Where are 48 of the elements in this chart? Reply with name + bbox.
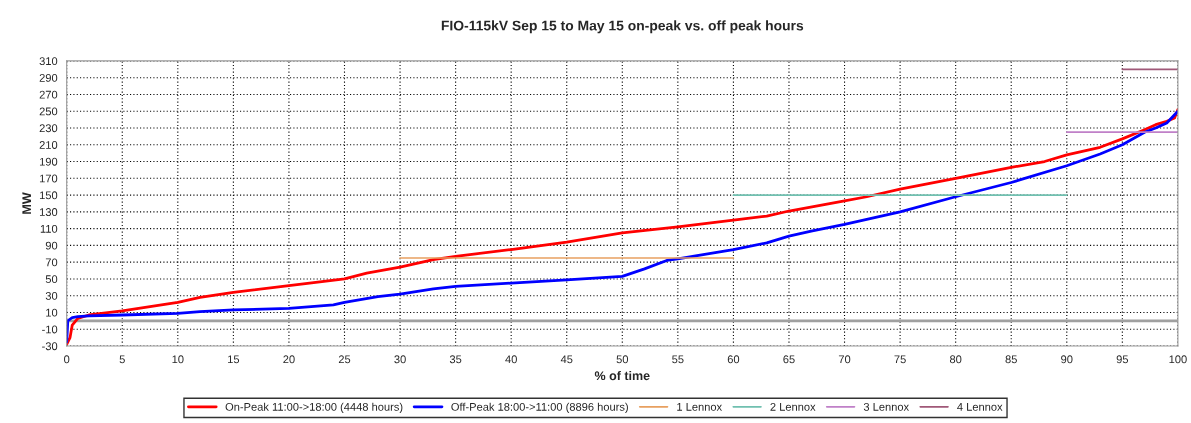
x-tick-label: 90 (1061, 355, 1073, 364)
y-tick-label: 230 (39, 124, 58, 133)
x-tick-label: 30 (394, 355, 406, 364)
x-tick-label: 100 (1169, 355, 1187, 364)
legend-label: Off-Peak 18:00->11:00 (8896 hours) (451, 402, 628, 413)
x-tick-label: 70 (838, 355, 851, 364)
x-tick-label: 65 (783, 355, 795, 364)
y-tick-label: 310 (39, 57, 58, 66)
y-tick-label: 270 (39, 90, 58, 99)
y-tick-label: 50 (45, 275, 58, 284)
x-tick-label: 85 (1005, 355, 1017, 364)
y-tick-label: 90 (45, 241, 58, 250)
y-tick-label: 170 (39, 174, 58, 183)
x-tick-label: 15 (228, 355, 240, 364)
y-tick-label: 110 (40, 224, 58, 233)
x-tick-label: 95 (1116, 355, 1129, 364)
x-tick-label: 60 (727, 355, 740, 364)
x-tick-label: 75 (894, 355, 906, 364)
x-tick-label: 80 (949, 355, 962, 364)
y-tick-label: 130 (39, 208, 58, 216)
legend-label: On-Peak 11:00->18:00 (4448 hours) (225, 402, 403, 413)
x-tick-label: 5 (119, 355, 125, 364)
y-tick-label: 250 (39, 107, 58, 116)
x-tick-label: 10 (172, 355, 184, 364)
x-axis-title: % of time (594, 370, 650, 381)
y-tick-label: 150 (39, 191, 58, 200)
x-tick-label: 55 (672, 355, 684, 364)
x-tick-label: 35 (449, 355, 462, 364)
y-axis-title: MW (22, 192, 31, 214)
legend-label: 2 Lennox (770, 402, 816, 411)
y-tick-label: 210 (39, 141, 58, 149)
x-tick-label: 40 (505, 355, 517, 364)
x-tick-label: 0 (64, 355, 70, 364)
legend-label: 3 Lennox (863, 402, 909, 411)
y-tick-label: 290 (39, 73, 58, 82)
x-tick-label: 50 (616, 355, 629, 364)
x-tick-label: 20 (283, 355, 295, 364)
legend-label: 1 Lennox (677, 403, 722, 411)
y-tick-label: 70 (45, 258, 58, 267)
y-tick-label: 30 (45, 291, 58, 300)
y-tick-label: -10 (42, 325, 58, 334)
x-tick-label: 45 (560, 355, 573, 364)
x-tick-label: 25 (338, 355, 351, 364)
y-tick-label: -30 (42, 342, 58, 351)
legend-label: 4 Lennox (957, 403, 1003, 411)
y-tick-label: 10 (46, 308, 58, 317)
chart-title: FIO-115kV Sep 15 to May 15 on-peak vs. off peak hours (441, 20, 804, 34)
y-tick-label: 190 (39, 157, 58, 166)
